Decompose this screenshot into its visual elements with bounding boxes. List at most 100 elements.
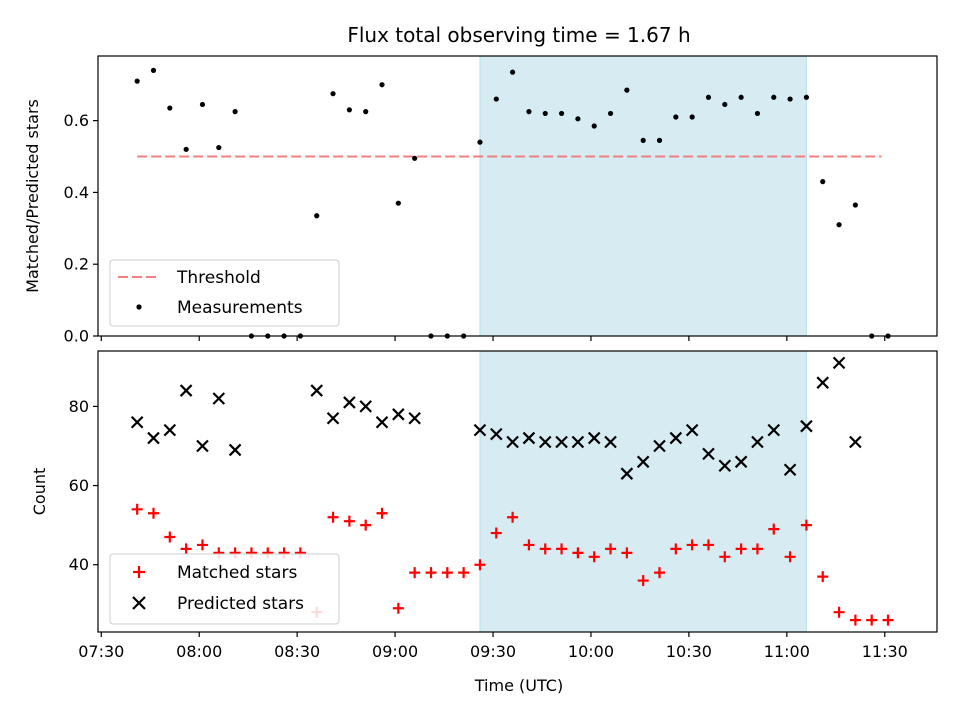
predicted-star-point	[555, 435, 568, 449]
measurement-point	[216, 144, 222, 151]
measurement-point	[689, 114, 695, 120]
ratio-y-axis-label: Matched/Predicted stars	[23, 99, 42, 293]
y-tick-label: 0.0	[64, 327, 89, 346]
predicted-star-point	[196, 439, 209, 453]
count-y-axis-label: Count	[30, 468, 49, 516]
predicted-star-point	[408, 412, 421, 425]
matched-star-point	[572, 547, 584, 559]
predicted-star-point	[343, 396, 356, 409]
measurement-point	[493, 96, 499, 102]
matched-star-point	[637, 575, 649, 587]
x-tick-label: 11:00	[764, 642, 810, 661]
predicted-star-point	[685, 423, 699, 437]
matched-star-point	[131, 503, 143, 515]
matched-star-point	[490, 527, 502, 539]
matched-star-point	[654, 567, 666, 579]
matched-star-point	[180, 543, 192, 555]
predicted-star-point	[751, 435, 764, 449]
matched-star-point	[327, 511, 339, 523]
measurement-point	[607, 110, 614, 117]
count-panel-frame	[97, 350, 938, 633]
measurement-point	[575, 116, 581, 122]
measurement-point	[363, 109, 369, 115]
measurement-point	[379, 82, 385, 88]
predicted-star-point	[228, 443, 242, 457]
measurement-point	[134, 78, 140, 84]
predicted-star-point	[767, 423, 781, 437]
measurement-point	[412, 155, 418, 161]
matched-star-point	[882, 614, 894, 626]
predicted-star-point	[669, 431, 683, 445]
matched-star-point	[360, 519, 372, 531]
y-tick-label: 40	[69, 555, 89, 574]
measurement-point	[624, 87, 630, 93]
predicted-star-point	[587, 431, 601, 445]
measurement-point	[656, 137, 663, 143]
measurement-point	[395, 200, 401, 206]
measurement-point	[591, 123, 597, 129]
ratio-panel: 0.0 0.2 0.4 0.6 Matched/Predicted stars Thr…	[23, 55, 938, 346]
measurement-point	[510, 69, 516, 75]
predicted-star-point	[702, 447, 715, 461]
predicted-star-point	[620, 467, 634, 480]
y-tick-label: 0.2	[64, 255, 89, 274]
measurement-point	[771, 94, 777, 100]
legend-predicted-label: Predicted stars	[177, 594, 304, 614]
matched-star-point	[507, 511, 519, 523]
matched-star-point	[702, 539, 714, 551]
measurement-point	[346, 107, 352, 113]
predicted-star-point	[734, 455, 748, 469]
measurement-points	[134, 67, 891, 339]
ratio-legend: Threshold Measurements	[109, 259, 340, 327]
legend-measurements-label: Measurements	[177, 298, 303, 318]
ratio-panel-ticks: 0.0 0.2 0.4 0.6	[64, 111, 886, 346]
measurement-point	[526, 109, 532, 115]
measurement-point	[673, 114, 679, 120]
matched-star-point	[800, 519, 812, 531]
legend-threshold-label: Threshold	[176, 268, 261, 288]
count-legend: Matched stars Predicted stars	[109, 553, 340, 625]
predicted-star-point	[163, 423, 177, 437]
matched-star-point	[719, 551, 731, 563]
predicted-star-point	[147, 431, 160, 445]
legend-matched-label: Matched stars	[177, 563, 297, 583]
measurement-point	[705, 94, 712, 100]
matched-star-point	[196, 539, 208, 551]
predicted-star-point	[375, 415, 389, 429]
predicted-star-point	[130, 415, 144, 429]
predicted-star-point	[604, 435, 617, 449]
legend-matched-swatch	[133, 566, 145, 578]
predicted-star-point	[538, 435, 552, 449]
y-tick-label: 80	[69, 397, 89, 416]
x-tick-label: 10:30	[666, 642, 712, 661]
predicted-star-point	[310, 384, 324, 397]
predicted-star-point	[653, 439, 666, 453]
predicted-star-point	[718, 459, 732, 473]
predicted-star-point	[849, 435, 862, 449]
x-tick-label: 07:30	[78, 642, 124, 661]
measurement-point	[558, 110, 565, 117]
observing-span-bottom	[479, 350, 807, 633]
measurement-point	[820, 179, 826, 185]
matched-star-point	[621, 547, 633, 559]
matched-star-point	[474, 559, 486, 571]
matched-star-point	[523, 539, 535, 551]
y-tick-label: 0.4	[64, 183, 89, 202]
predicted-star-point	[571, 435, 585, 449]
matched-star-point	[670, 543, 682, 555]
measurement-point	[722, 101, 728, 108]
measurement-point	[640, 137, 646, 143]
x-tick-label: 09:00	[372, 642, 418, 661]
predicted-star-point	[506, 435, 519, 449]
matched-stars-points	[131, 503, 894, 626]
matched-star-point	[686, 539, 698, 551]
predicted-star-point	[636, 455, 650, 469]
y-tick-label: 0.6	[64, 111, 89, 130]
chart-title: Flux total observing time = 1.67 h	[347, 23, 690, 47]
measurement-point	[787, 96, 793, 102]
legend-measurements-swatch	[136, 304, 142, 310]
matched-star-point	[458, 567, 470, 579]
measurement-point	[852, 202, 858, 208]
matched-star-point	[588, 551, 600, 563]
